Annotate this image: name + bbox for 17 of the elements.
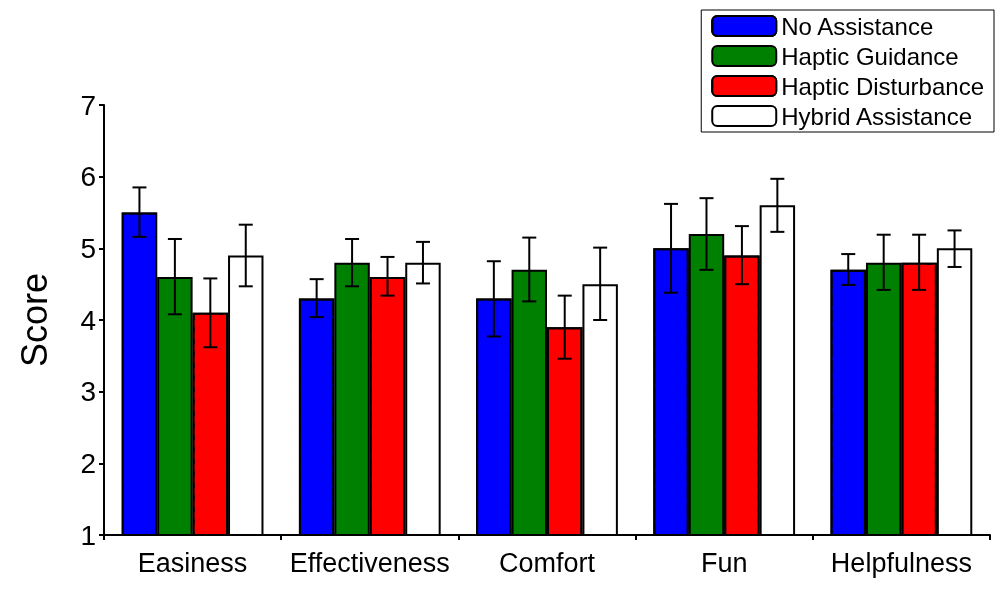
y-tick-label: 5 (80, 232, 96, 264)
x-tick-label: Easiness (137, 547, 248, 578)
y-tick-label: 1 (80, 519, 96, 551)
legend-label: Haptic Disturbance (781, 72, 985, 100)
y-tick-label: 7 (80, 89, 96, 121)
y-tick-label: 3 (80, 376, 96, 408)
legend-label: Haptic Guidance (781, 42, 959, 70)
x-tick-label: Helpfulness (830, 547, 972, 578)
legend-label: No Assistance (781, 12, 934, 40)
x-tick-label: Effectiveness (289, 547, 450, 578)
y-tick-label: 2 (80, 447, 96, 479)
x-tick-label: Fun (700, 547, 748, 578)
x-tick-label: Comfort (498, 547, 596, 578)
y-axis-title: Score (13, 272, 55, 368)
y-tick-label: 6 (80, 161, 96, 193)
y-tick-label: 4 (80, 304, 96, 336)
legend-label: Hybrid Assistance (781, 102, 972, 130)
